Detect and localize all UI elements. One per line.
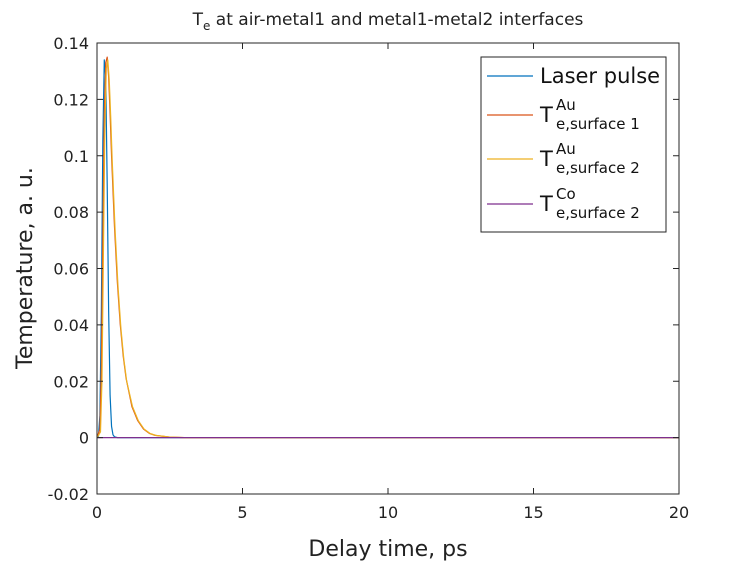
x-tick-label: 15 xyxy=(523,503,543,522)
x-tick-label: 20 xyxy=(669,503,689,522)
legend-box xyxy=(480,56,667,233)
y-tick-label: 0.08 xyxy=(53,203,89,222)
x-axis-label: Delay time, ps xyxy=(308,537,467,562)
legend-subscript-2: e,surface 1 xyxy=(556,115,640,133)
y-tick-label: -0.02 xyxy=(48,485,89,504)
legend-subscript-4: e,surface 2 xyxy=(556,204,640,222)
series-layer xyxy=(96,56,679,439)
legend-label-1: Laser pulse xyxy=(540,64,660,88)
y-tick-label: 0.02 xyxy=(53,372,89,391)
legend-label-2: T xyxy=(539,103,553,127)
legend-superscript-3: Au xyxy=(556,140,576,158)
legend-subscript-3: e,surface 2 xyxy=(556,159,640,177)
axes-layer: 0 5 10 15 20-0.0200.020.040.060.080.10.120.1… xyxy=(48,34,690,522)
chart-title: Te at air-metal1 and metal1-metal2 inter… xyxy=(192,10,584,33)
y-tick-label: 0.1 xyxy=(64,147,89,166)
x-tick-label: 0 xyxy=(92,503,102,522)
y-tick-label: 0.04 xyxy=(53,316,89,335)
y-axis-label: Temperature, a. u. xyxy=(13,167,38,370)
x-tick-label: 10 xyxy=(378,503,398,522)
title-subscript: e xyxy=(203,19,210,33)
title-main: T xyxy=(192,10,204,30)
series-line-3 xyxy=(96,59,679,439)
title-rest: at air-metal1 and metal1-metal2 interfac… xyxy=(210,10,583,30)
legend-superscript-4: Co xyxy=(556,185,576,203)
legend-label-4: T xyxy=(539,192,553,216)
y-tick-label: 0.12 xyxy=(53,90,89,109)
y-tick-label: 0 xyxy=(79,429,89,448)
y-tick-label: 0.06 xyxy=(53,260,89,279)
legend-superscript-2: Au xyxy=(556,96,576,114)
y-tick-label: 0.14 xyxy=(53,34,89,53)
legend-label-3: T xyxy=(539,147,553,171)
x-tick-label: 5 xyxy=(237,503,247,522)
